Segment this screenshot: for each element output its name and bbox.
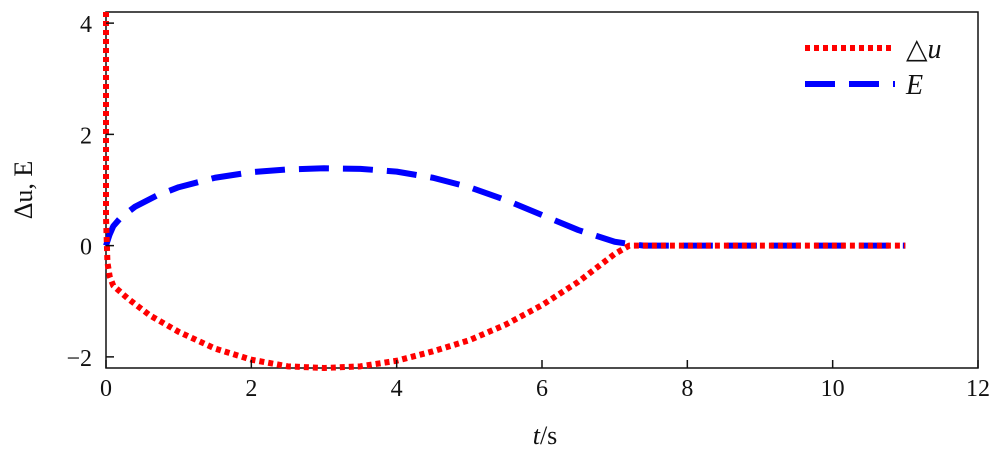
y-tick-label: −2 [66, 346, 92, 372]
y-tick-label: 0 [80, 235, 92, 261]
legend-label-delta-u: △u [906, 34, 942, 65]
x-tick-label: 0 [100, 376, 112, 402]
x-tick-label: 4 [391, 376, 403, 402]
legend-label-e: E [905, 70, 923, 101]
legend: △u E [805, 34, 942, 101]
x-tick-label: 8 [681, 376, 693, 402]
plot-area: 0 2 4 6 8 10 12 −2 0 2 4 [66, 11, 990, 402]
x-tick-label: 10 [821, 376, 845, 402]
x-tick-label: 6 [536, 376, 548, 402]
x-tick-label: 12 [966, 376, 990, 402]
series-delta-u-line [103, 12, 906, 371]
plot-frame [105, 11, 979, 369]
y-tick-label: 2 [80, 123, 92, 149]
x-tick-label: 2 [245, 376, 257, 402]
x-axis-label: t/s [533, 421, 558, 450]
y-tick-label: 4 [80, 12, 92, 38]
series-e-line [103, 165, 906, 249]
series-layer [103, 12, 906, 371]
tick-layer: 0 2 4 6 8 10 12 −2 0 2 4 [66, 12, 990, 402]
y-axis-label: Δu, E [9, 161, 38, 220]
